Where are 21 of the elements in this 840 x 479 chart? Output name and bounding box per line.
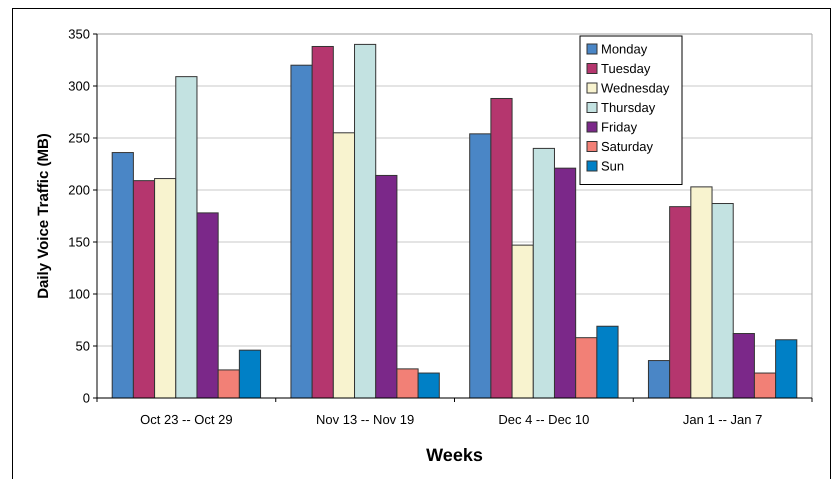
legend-label: Sun xyxy=(601,158,624,174)
legend-label: Tuesday xyxy=(601,61,651,76)
x-tick-label: Oct 23 -- Oct 29 xyxy=(140,412,233,427)
x-axis-title: Weeks xyxy=(426,445,483,465)
x-tick-label: Dec 4 -- Dec 10 xyxy=(498,412,590,427)
legend-label: Wednesday xyxy=(601,80,670,96)
y-tick-label: 0 xyxy=(82,390,90,406)
legend-label: Saturday xyxy=(601,139,654,154)
y-tick-label: 150 xyxy=(68,234,90,250)
y-tick-label: 250 xyxy=(68,130,90,146)
y-tick-label: 300 xyxy=(68,78,90,94)
legend-label: Thursday xyxy=(601,100,656,116)
y-tick-label: 350 xyxy=(68,26,90,42)
y-tick-label: 200 xyxy=(68,182,90,198)
y-axis-title: Daily Voice Traffic (MB) xyxy=(35,133,52,299)
legend-label: Friday xyxy=(601,120,638,135)
x-tick-label: Nov 13 -- Nov 19 xyxy=(316,412,414,427)
y-tick-label: 100 xyxy=(68,286,90,302)
legend-label: Monday xyxy=(601,42,648,57)
x-tick-label: Jan 1 -- Jan 7 xyxy=(682,412,762,427)
y-tick-label: 50 xyxy=(76,338,90,354)
